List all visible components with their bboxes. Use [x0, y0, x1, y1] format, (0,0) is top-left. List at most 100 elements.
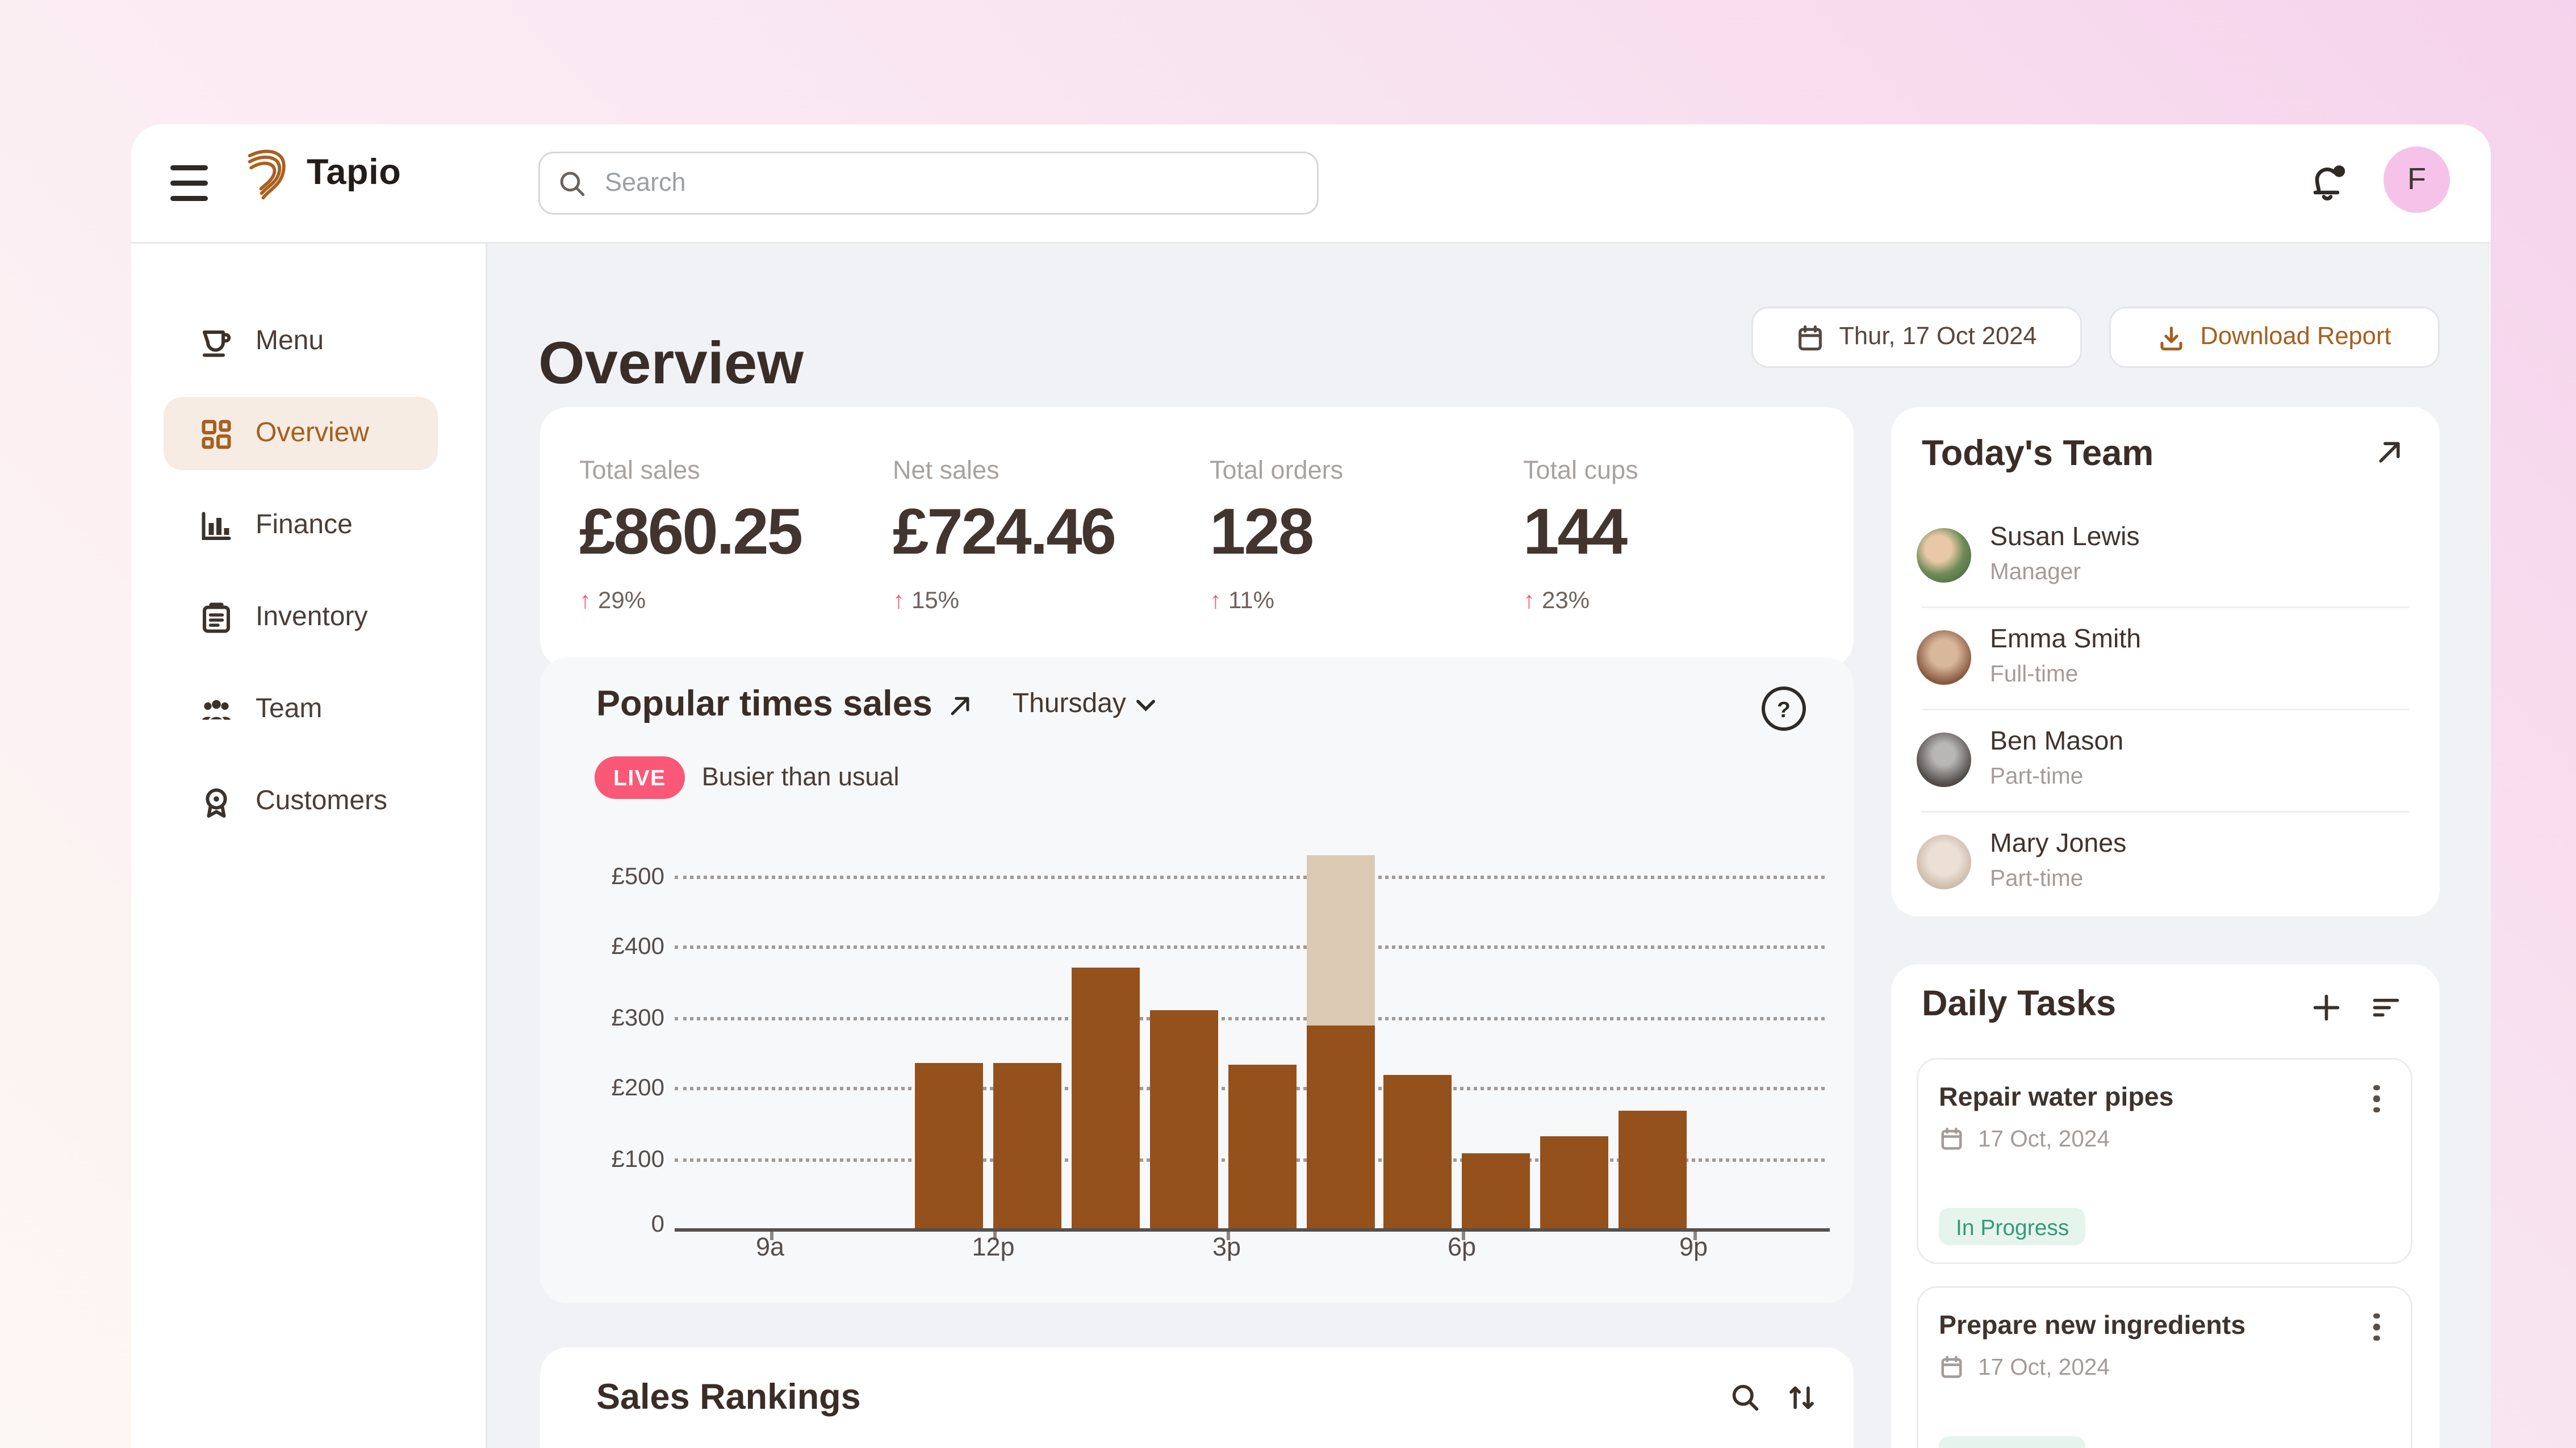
up-arrow-icon: ↑: [893, 586, 905, 613]
member-role: Part-time: [1990, 865, 2084, 891]
sidebar-item-label: Inventory: [256, 602, 368, 631]
people-icon: [202, 699, 231, 721]
divider: [1922, 811, 2409, 813]
avatar-initial: F: [2407, 162, 2426, 196]
stat-delta: 23%: [1542, 586, 1590, 613]
stat-label: Total orders: [1210, 457, 1344, 486]
main-content: Overview Thur, 17 Oct 2024 Download Repo…: [487, 244, 2491, 1448]
stat-delta: 11%: [1228, 586, 1274, 613]
bar-3p: [1227, 1065, 1296, 1228]
popular-times-bar-chart: £500 £400 £300 £200 £100 0 9a 12p 3p: [540, 658, 1854, 1303]
sidebar-item-label: Team: [256, 694, 323, 723]
search-bar[interactable]: [538, 152, 1319, 215]
stat-label: Net sales: [893, 457, 1000, 486]
y-axis-tick-label: £200: [611, 1073, 664, 1100]
bar-4p: [1306, 1026, 1374, 1228]
download-report-button[interactable]: Download Report: [2109, 307, 2440, 368]
x-axis-tick: [770, 1232, 773, 1240]
task-title: Prepare new ingredients: [1939, 1312, 2246, 1341]
clipboard-icon: [203, 601, 230, 632]
trend-arrow-icon: [951, 696, 970, 714]
add-task-icon[interactable]: [2310, 991, 2343, 1024]
task-card[interactable]: Prepare new ingredients 17 Oct, 2024 In …: [1917, 1286, 2412, 1448]
sidebar-item-team[interactable]: Team: [164, 673, 438, 746]
x-axis-tick-label: 3p: [1212, 1233, 1241, 1262]
day-selector-dropdown[interactable]: Thursday: [1013, 690, 1155, 721]
day-selector-value: Thursday: [1012, 690, 1126, 719]
status-badge: In Progress: [1939, 1208, 2086, 1245]
task-date: 17 Oct, 2024: [1978, 1126, 2110, 1152]
sidebar: Menu Overview Finance: [131, 244, 487, 1448]
daily-tasks-card: Daily Tasks Repair water pipes: [1891, 964, 2440, 1448]
daily-tasks-title: Daily Tasks: [1922, 985, 2117, 1024]
user-avatar[interactable]: F: [2383, 147, 2450, 213]
stat-label: Total cups: [1523, 457, 1638, 486]
sales-rankings-card: Sales Rankings: [540, 1347, 1854, 1448]
up-arrow-icon: ↑: [1523, 586, 1535, 613]
sidebar-item-label: Finance: [256, 510, 353, 539]
sidebar-item-label: Customers: [256, 786, 388, 815]
kebab-menu-icon[interactable]: [2361, 1310, 2392, 1344]
member-name: Ben Mason: [1990, 727, 2124, 756]
y-axis-tick-label: £100: [611, 1145, 664, 1172]
sidebar-item-menu[interactable]: Menu: [164, 305, 438, 378]
bar-5p: [1384, 1075, 1453, 1228]
sales-rankings-title: Sales Rankings: [596, 1378, 861, 1417]
chevron-down-icon: [1136, 700, 1155, 712]
date-picker-button[interactable]: Thur, 17 Oct 2024: [1751, 307, 2082, 368]
x-axis-line: [675, 1228, 1830, 1232]
help-icon[interactable]: ?: [1762, 687, 1806, 731]
task-card[interactable]: Repair water pipes 17 Oct, 2024 In Progr…: [1917, 1058, 2412, 1264]
search-icon: [560, 171, 585, 195]
hamburger-menu-icon[interactable]: [170, 165, 208, 201]
bar-8p: [1619, 1111, 1687, 1228]
team-member-row[interactable]: Emma Smith Full-time: [1917, 606, 2414, 709]
divider: [1922, 709, 2409, 710]
x-axis-tick-label: 9p: [1679, 1233, 1708, 1262]
member-name: Mary Jones: [1990, 830, 2127, 859]
team-member-row[interactable]: Susan Lewis Manager: [1917, 504, 2414, 606]
search-icon[interactable]: [1729, 1382, 1762, 1414]
sidebar-item-inventory[interactable]: Inventory: [164, 581, 438, 654]
sidebar-item-finance[interactable]: Finance: [164, 489, 438, 562]
top-bar: Tapio F: [131, 124, 2491, 244]
chart-title: Popular times sales: [596, 685, 932, 724]
sort-up-down-icon[interactable]: [1785, 1382, 1818, 1414]
x-axis-tick-label: 12p: [972, 1233, 1015, 1262]
stat-delta: 29%: [598, 586, 646, 613]
bar-chart-icon: [202, 511, 231, 539]
brand-name: Tapio: [307, 153, 402, 192]
download-icon: [2161, 325, 2184, 350]
y-axis-tick-label: £500: [611, 862, 664, 889]
x-axis-tick: [1693, 1232, 1697, 1240]
y-axis-tick-label: £400: [611, 932, 664, 959]
app-window: Tapio F Menu: [131, 124, 2491, 1448]
open-team-arrow-icon[interactable]: [2375, 438, 2404, 467]
avatar: [1917, 835, 1971, 889]
gridline-400: [675, 945, 1825, 949]
notification-bell-icon[interactable]: [2305, 160, 2349, 204]
search-input[interactable]: [601, 167, 1300, 199]
dashboard-grid-icon: [202, 419, 231, 448]
sidebar-item-label: Menu: [256, 326, 324, 355]
up-arrow-icon: ↑: [1210, 586, 1222, 613]
brand: Tapio: [244, 145, 401, 203]
help-question-mark: ?: [1777, 696, 1791, 722]
sort-filter-icon[interactable]: [2370, 991, 2402, 1024]
live-note: Busier than usual: [701, 763, 900, 792]
sidebar-item-overview[interactable]: Overview: [164, 397, 438, 470]
download-report-label: Download Report: [2200, 324, 2391, 351]
member-name: Emma Smith: [1990, 625, 2142, 654]
team-member-row[interactable]: Ben Mason Part-time: [1917, 709, 2414, 811]
task-title: Repair water pipes: [1939, 1083, 2174, 1112]
team-member-row[interactable]: Mary Jones Part-time: [1917, 811, 2414, 913]
todays-team-title: Today's Team: [1922, 434, 2154, 474]
calendar-icon: [1799, 324, 1823, 350]
stats-card: Total sales £860.25 ↑ 29% Net sales £724…: [540, 407, 1854, 668]
sidebar-item-customers[interactable]: Customers: [164, 765, 438, 838]
kebab-menu-icon[interactable]: [2361, 1082, 2392, 1116]
status-badge: In Progress: [1939, 1436, 2086, 1448]
coffee-cup-icon: [203, 329, 231, 356]
stat-value: £724.46: [893, 497, 1116, 569]
